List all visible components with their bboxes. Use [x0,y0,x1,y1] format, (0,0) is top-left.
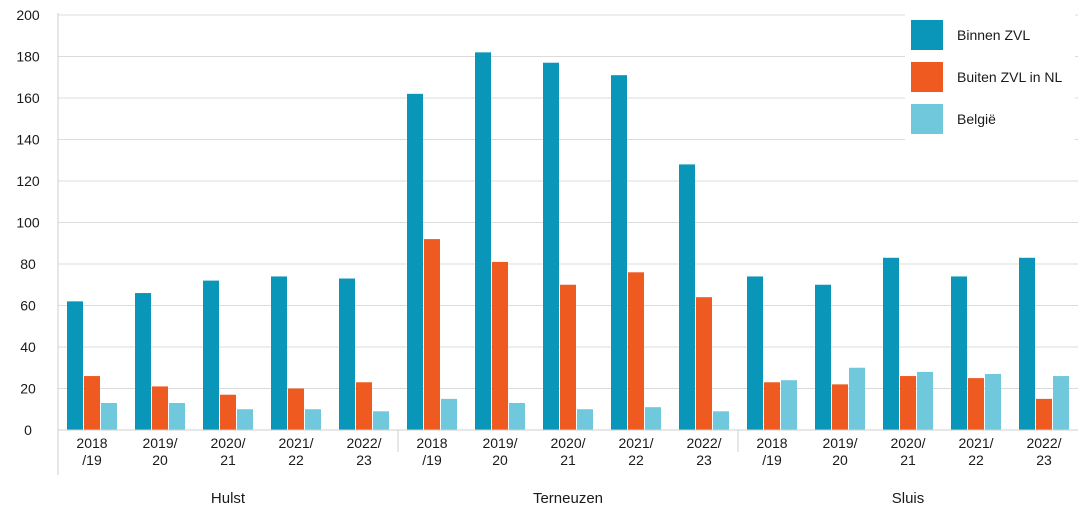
legend: Binnen ZVL Buiten ZVL in NL België [905,14,1075,144]
y-tick-label: 180 [16,49,40,65]
y-tick-label: 140 [16,132,40,148]
bar-buiten-zvl-in-nl-hulst-0 [84,376,100,430]
bar-belgi--hulst-1 [169,403,185,430]
bar-binnen-zvl-terneuzen-2 [543,62,559,430]
group-label-hulst: Hulst [211,490,246,507]
bar-belgi--sluis-3 [985,373,1001,430]
bar-buiten-zvl-in-nl-hulst-2 [220,394,236,430]
bar-buiten-zvl-in-nl-terneuzen-2 [560,284,576,430]
x-tick-label: 2020/21 [210,435,245,468]
bar-buiten-zvl-in-nl-terneuzen-4 [696,297,712,430]
bar-binnen-zvl-sluis-0 [747,276,763,430]
bar-binnen-zvl-terneuzen-4 [679,164,695,430]
bar-binnen-zvl-hulst-2 [203,280,219,430]
bar-belgi--hulst-0 [101,403,117,430]
x-tick-label: 2018/19 [76,435,107,468]
y-tick-label: 100 [16,215,40,231]
bar-buiten-zvl-in-nl-sluis-2 [900,376,916,430]
bars [67,52,1069,431]
bar-binnen-zvl-sluis-2 [883,257,899,430]
bar-buiten-zvl-in-nl-hulst-3 [288,388,304,430]
bar-buiten-zvl-in-nl-hulst-4 [356,382,372,430]
bar-belgi--sluis-1 [849,367,865,430]
bar-buiten-zvl-in-nl-hulst-1 [152,386,168,430]
x-tick-label: 2019/20 [822,435,857,468]
bar-buiten-zvl-in-nl-terneuzen-1 [492,261,508,430]
x-tick-label: 2021/22 [618,435,653,468]
legend-label: Binnen ZVL [957,27,1030,43]
legend-swatch [911,20,943,50]
bar-binnen-zvl-hulst-3 [271,276,287,430]
x-tick-label: 2018/19 [756,435,787,468]
x-tick-label: 2021/22 [278,435,313,468]
bar-belgi--hulst-4 [373,411,389,430]
y-tick-label: 40 [20,339,36,355]
bar-buiten-zvl-in-nl-sluis-1 [832,384,848,430]
bar-binnen-zvl-hulst-1 [135,293,151,430]
group-label-terneuzen: Terneuzen [533,490,603,507]
legend-swatch [911,104,943,134]
bar-buiten-zvl-in-nl-sluis-3 [968,378,984,430]
legend-label: Buiten ZVL in NL [957,69,1063,85]
group-label-sluis: Sluis [892,490,925,507]
x-tick-label: 2020/21 [890,435,925,468]
bar-belgi--terneuzen-0 [441,398,457,430]
bar-belgi--terneuzen-2 [577,409,593,430]
bar-belgi--terneuzen-1 [509,403,525,430]
bar-binnen-zvl-sluis-1 [815,284,831,430]
y-tick-label: 120 [16,173,40,189]
x-tick-label: 2021/22 [958,435,993,468]
bar-buiten-zvl-in-nl-sluis-0 [764,382,780,430]
bar-binnen-zvl-hulst-0 [67,301,83,430]
bar-binnen-zvl-terneuzen-0 [407,93,423,430]
bar-belgi--terneuzen-4 [713,411,729,430]
bar-binnen-zvl-terneuzen-1 [475,52,491,430]
y-tick-label: 160 [16,90,40,106]
bar-belgi--sluis-0 [781,380,797,430]
bar-buiten-zvl-in-nl-terneuzen-3 [628,272,644,430]
bar-buiten-zvl-in-nl-terneuzen-0 [424,239,440,430]
x-tick-label: 2018/19 [416,435,447,468]
bar-binnen-zvl-hulst-4 [339,278,355,430]
axes: 0 20 40 60 80 100 120 140 160 180 200 2018/19 2019/2… [16,7,1078,507]
legend-swatch [911,62,943,92]
x-tick-label: 2019/20 [142,435,177,468]
bar-binnen-zvl-terneuzen-3 [611,75,627,431]
x-tick-label: 2020/21 [550,435,585,468]
x-tick-label: 2022/23 [346,435,381,468]
x-tick-label: 2019/20 [482,435,517,468]
y-tick-label: 60 [20,298,36,314]
x-tick-label: 2022/23 [1026,435,1061,468]
bar-binnen-zvl-sluis-4 [1019,257,1035,430]
y-tick-label: 0 [24,422,32,438]
y-tick-label: 200 [16,7,40,23]
bar-belgi--terneuzen-3 [645,407,661,430]
bar-belgi--sluis-2 [917,371,933,430]
bar-belgi--sluis-4 [1053,376,1069,430]
bar-belgi--hulst-3 [305,409,321,430]
y-tick-label: 20 [20,381,36,397]
legend-label: België [957,111,996,127]
bar-binnen-zvl-sluis-3 [951,276,967,430]
bar-buiten-zvl-in-nl-sluis-4 [1036,398,1052,430]
y-tick-label: 80 [20,256,36,272]
bar-belgi--hulst-2 [237,409,253,430]
x-tick-label: 2022/23 [686,435,721,468]
